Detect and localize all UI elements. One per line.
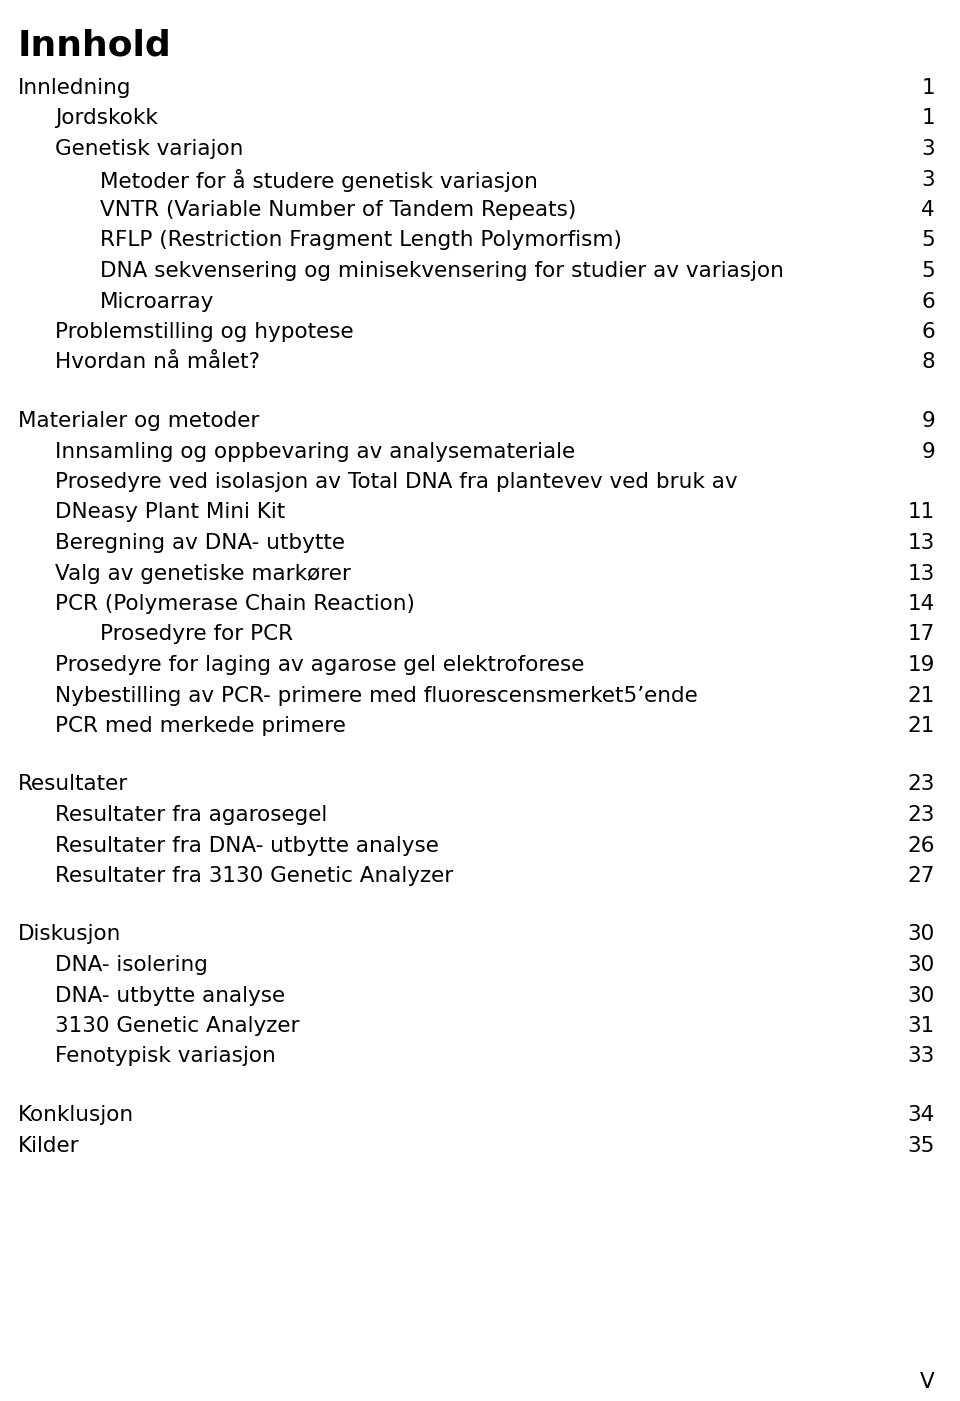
Text: 19: 19 [907, 656, 935, 675]
Text: Prosedyre for laging av agarose gel elektroforese: Prosedyre for laging av agarose gel elek… [55, 656, 585, 675]
Text: Genetisk variajon: Genetisk variajon [55, 139, 244, 158]
Text: 9: 9 [922, 410, 935, 432]
Text: 5: 5 [922, 231, 935, 251]
Text: 11: 11 [908, 503, 935, 523]
Text: 31: 31 [908, 1016, 935, 1035]
Text: 30: 30 [908, 985, 935, 1006]
Text: 1: 1 [922, 108, 935, 129]
Text: Diskusjon: Diskusjon [18, 925, 121, 944]
Text: Resultater fra 3130 Genetic Analyzer: Resultater fra 3130 Genetic Analyzer [55, 866, 453, 885]
Text: 13: 13 [908, 563, 935, 583]
Text: Resultater fra DNA- utbytte analyse: Resultater fra DNA- utbytte analyse [55, 835, 439, 856]
Text: Innhold: Innhold [18, 28, 172, 62]
Text: 23: 23 [907, 775, 935, 794]
Text: Prosedyre for PCR: Prosedyre for PCR [100, 625, 293, 644]
Text: Beregning av DNA- utbytte: Beregning av DNA- utbytte [55, 532, 345, 553]
Text: 21: 21 [907, 716, 935, 736]
Text: 5: 5 [922, 261, 935, 282]
Text: 6: 6 [922, 322, 935, 342]
Text: 23: 23 [907, 806, 935, 825]
Text: DNA- isolering: DNA- isolering [55, 955, 208, 975]
Text: Materialer og metoder: Materialer og metoder [18, 410, 259, 432]
Text: Nybestilling av PCR- primere med fluorescensmerket5’ende: Nybestilling av PCR- primere med fluores… [55, 685, 698, 706]
Text: 17: 17 [907, 625, 935, 644]
Text: DNeasy Plant Mini Kit: DNeasy Plant Mini Kit [55, 503, 285, 523]
Text: VNTR (Variable Number of Tandem Repeats): VNTR (Variable Number of Tandem Repeats) [100, 200, 576, 220]
Text: 30: 30 [908, 925, 935, 944]
Text: Valg av genetiske markører: Valg av genetiske markører [55, 563, 350, 583]
Text: Metoder for å studere genetisk variasjon: Metoder for å studere genetisk variasjon [100, 170, 538, 192]
Text: Fenotypisk variasjon: Fenotypisk variasjon [55, 1047, 276, 1066]
Text: PCR med merkede primere: PCR med merkede primere [55, 716, 346, 736]
Text: Konklusjon: Konklusjon [18, 1105, 134, 1125]
Text: 27: 27 [907, 866, 935, 885]
Text: 8: 8 [922, 353, 935, 373]
Text: 35: 35 [907, 1135, 935, 1156]
Text: RFLP (Restriction Fragment Length Polymorfism): RFLP (Restriction Fragment Length Polymo… [100, 231, 622, 251]
Text: 3: 3 [922, 139, 935, 158]
Text: Microarray: Microarray [100, 291, 214, 311]
Text: Resultater: Resultater [18, 775, 129, 794]
Text: 9: 9 [922, 441, 935, 461]
Text: Kilder: Kilder [18, 1135, 80, 1156]
Text: 3: 3 [922, 170, 935, 189]
Text: 6: 6 [922, 291, 935, 311]
Text: 13: 13 [908, 532, 935, 553]
Text: 1: 1 [922, 78, 935, 98]
Text: 21: 21 [907, 685, 935, 706]
Text: 4: 4 [922, 200, 935, 220]
Text: 30: 30 [908, 955, 935, 975]
Text: Prosedyre ved isolasjon av Total DNA fra plantevev ved bruk av: Prosedyre ved isolasjon av Total DNA fra… [55, 472, 737, 492]
Text: 34: 34 [907, 1105, 935, 1125]
Text: DNA- utbytte analyse: DNA- utbytte analyse [55, 985, 285, 1006]
Text: Resultater fra agarosegel: Resultater fra agarosegel [55, 806, 327, 825]
Text: Hvordan nå målet?: Hvordan nå målet? [55, 353, 260, 373]
Text: 3130 Genetic Analyzer: 3130 Genetic Analyzer [55, 1016, 300, 1035]
Text: 33: 33 [908, 1047, 935, 1066]
Text: V: V [921, 1372, 935, 1393]
Text: 26: 26 [907, 835, 935, 856]
Text: Problemstilling og hypotese: Problemstilling og hypotese [55, 322, 353, 342]
Text: 14: 14 [907, 594, 935, 614]
Text: Jordskokk: Jordskokk [55, 108, 157, 129]
Text: PCR (Polymerase Chain Reaction): PCR (Polymerase Chain Reaction) [55, 594, 415, 614]
Text: Innledning: Innledning [18, 78, 132, 98]
Text: DNA sekvensering og minisekvensering for studier av variasjon: DNA sekvensering og minisekvensering for… [100, 261, 784, 282]
Text: Innsamling og oppbevaring av analysemateriale: Innsamling og oppbevaring av analysemate… [55, 441, 575, 461]
